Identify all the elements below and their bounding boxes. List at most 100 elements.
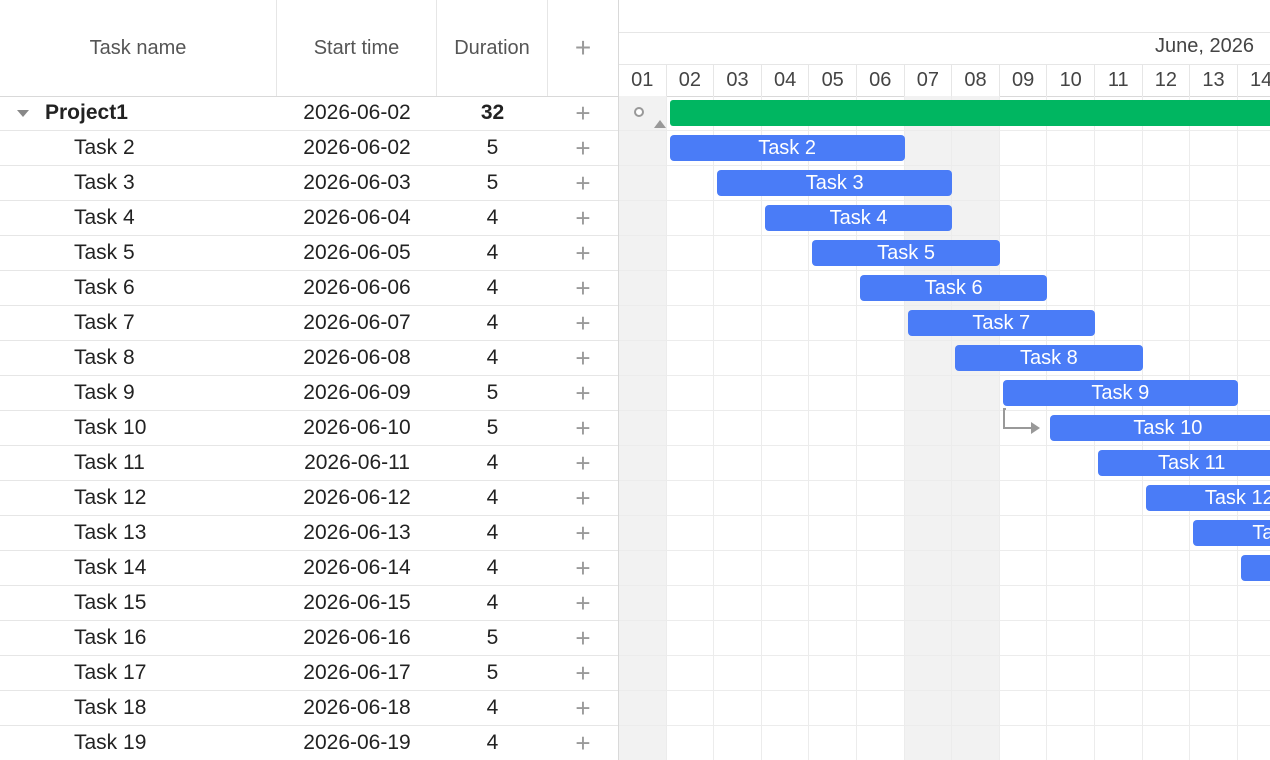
duration-cell[interactable]: 32: [480, 101, 505, 124]
add-subtask-button[interactable]: +: [575, 412, 591, 443]
table-row[interactable]: Task 18 2026-06-18 4 +: [0, 691, 618, 726]
task-name-cell[interactable]: Task 4: [0, 201, 277, 235]
task-name-cell[interactable]: Task 12: [0, 481, 277, 515]
task-bar[interactable]: Task 11: [1098, 450, 1270, 476]
add-subtask-button[interactable]: +: [575, 97, 591, 128]
table-row[interactable]: Task 9 2026-06-09 5 +: [0, 376, 618, 411]
task-name-cell[interactable]: Task 18: [0, 691, 277, 725]
table-row[interactable]: Task 16 2026-06-16 5 +: [0, 621, 618, 656]
add-subtask-button[interactable]: +: [575, 132, 591, 163]
start-time-cell[interactable]: 2026-06-04: [303, 206, 411, 229]
task-name-cell[interactable]: Task 15: [0, 586, 277, 620]
start-time-cell[interactable]: 2026-06-10: [303, 416, 411, 439]
add-subtask-button[interactable]: +: [575, 727, 591, 758]
table-row[interactable]: Task 14 2026-06-14 4 +: [0, 551, 618, 586]
start-time-cell[interactable]: 2026-06-03: [303, 171, 411, 194]
duration-cell[interactable]: 4: [486, 206, 499, 229]
start-time-cell[interactable]: 2026-06-06: [303, 276, 411, 299]
start-time-cell[interactable]: 2026-06-11: [304, 451, 410, 474]
start-time-cell[interactable]: 2026-06-02: [303, 101, 411, 124]
task-name-cell[interactable]: Task 9: [0, 376, 277, 410]
table-row[interactable]: Task 12 2026-06-12 4 +: [0, 481, 618, 516]
start-time-cell[interactable]: 2026-06-17: [303, 661, 411, 684]
duration-cell[interactable]: 4: [486, 591, 499, 614]
task-name-cell[interactable]: Task 5: [0, 236, 277, 270]
add-task-header-button[interactable]: +: [574, 32, 592, 63]
project-bar[interactable]: [669, 100, 1270, 126]
start-time-cell[interactable]: 2026-06-05: [303, 241, 411, 264]
task-bar[interactable]: Task 14: [1240, 555, 1270, 581]
add-subtask-button[interactable]: +: [575, 272, 591, 303]
add-subtask-button[interactable]: +: [575, 482, 591, 513]
duration-cell[interactable]: 4: [486, 276, 499, 299]
duration-cell[interactable]: 5: [486, 626, 499, 649]
duration-cell[interactable]: 5: [486, 136, 499, 159]
task-name-cell[interactable]: Task 10: [0, 411, 277, 445]
start-time-cell[interactable]: 2026-06-09: [303, 381, 411, 404]
table-row[interactable]: Task 10 2026-06-10 5 +: [0, 411, 618, 446]
task-name-cell[interactable]: Task 14: [0, 551, 277, 585]
start-time-cell[interactable]: 2026-06-16: [303, 626, 411, 649]
task-bar[interactable]: Task 4: [764, 205, 953, 231]
add-subtask-button[interactable]: +: [575, 202, 591, 233]
table-row[interactable]: Task 15 2026-06-15 4 +: [0, 586, 618, 621]
add-subtask-button[interactable]: +: [575, 447, 591, 478]
task-bar[interactable]: Task 5: [812, 240, 1000, 266]
table-row[interactable]: Project1 2026-06-02 32 +: [0, 96, 618, 131]
task-name-cell[interactable]: Project1: [0, 96, 277, 130]
duration-cell[interactable]: 4: [486, 696, 499, 719]
task-bar[interactable]: Task 12: [1145, 485, 1270, 511]
add-subtask-button[interactable]: +: [575, 377, 591, 408]
task-bar[interactable]: Task 7: [907, 310, 1095, 336]
duration-cell[interactable]: 4: [486, 346, 499, 369]
collapse-toggle-icon[interactable]: [17, 109, 29, 117]
add-subtask-button[interactable]: +: [575, 517, 591, 548]
duration-cell[interactable]: 4: [486, 451, 499, 474]
table-row[interactable]: Task 8 2026-06-08 4 +: [0, 341, 618, 376]
start-time-cell[interactable]: 2026-06-13: [303, 521, 411, 544]
add-subtask-button[interactable]: +: [575, 237, 591, 268]
task-bar[interactable]: Task 6: [860, 275, 1048, 301]
duration-cell[interactable]: 4: [486, 486, 499, 509]
table-row[interactable]: Task 7 2026-06-07 4 +: [0, 306, 618, 341]
add-subtask-button[interactable]: +: [575, 692, 591, 723]
task-name-cell[interactable]: Task 8: [0, 341, 277, 375]
task-name-cell[interactable]: Task 3: [0, 166, 277, 200]
task-name-cell[interactable]: Task 13: [0, 516, 277, 550]
task-bar[interactable]: Task 8: [955, 345, 1143, 371]
table-row[interactable]: Task 17 2026-06-17 5 +: [0, 656, 618, 691]
duration-cell[interactable]: 4: [486, 556, 499, 579]
start-time-cell[interactable]: 2026-06-14: [303, 556, 411, 579]
table-row[interactable]: Task 5 2026-06-05 4 +: [0, 236, 618, 271]
add-subtask-button[interactable]: +: [575, 657, 591, 688]
duration-cell[interactable]: 5: [486, 416, 499, 439]
duration-cell[interactable]: 4: [486, 521, 499, 544]
task-name-cell[interactable]: Task 6: [0, 271, 277, 305]
add-subtask-button[interactable]: +: [575, 342, 591, 373]
project-marker-icon[interactable]: [634, 107, 644, 117]
start-time-cell[interactable]: 2026-06-12: [303, 486, 411, 509]
dependency-link[interactable]: [1003, 408, 1031, 429]
add-subtask-button[interactable]: +: [575, 307, 591, 338]
table-row[interactable]: Task 3 2026-06-03 5 +: [0, 166, 618, 201]
column-header-task-name[interactable]: Task name: [0, 0, 277, 96]
start-time-cell[interactable]: 2026-06-02: [303, 136, 411, 159]
task-name-cell[interactable]: Task 11: [0, 446, 277, 480]
add-subtask-button[interactable]: +: [575, 587, 591, 618]
task-bar[interactable]: Task 3: [717, 170, 953, 196]
start-time-cell[interactable]: 2026-06-08: [303, 346, 411, 369]
table-row[interactable]: Task 2 2026-06-02 5 +: [0, 131, 618, 166]
duration-cell[interactable]: 4: [486, 311, 499, 334]
task-bar[interactable]: Task 13: [1193, 520, 1270, 546]
add-subtask-button[interactable]: +: [575, 167, 591, 198]
duration-cell[interactable]: 5: [486, 171, 499, 194]
add-subtask-button[interactable]: +: [575, 622, 591, 653]
add-subtask-button[interactable]: +: [575, 552, 591, 583]
task-bar[interactable]: Task 2: [669, 135, 905, 161]
duration-cell[interactable]: 4: [486, 731, 499, 754]
start-time-cell[interactable]: 2026-06-19: [303, 731, 411, 754]
start-time-cell[interactable]: 2026-06-18: [303, 696, 411, 719]
column-header-start-time[interactable]: Start time: [277, 0, 437, 96]
task-name-cell[interactable]: Task 2: [0, 131, 277, 165]
duration-cell[interactable]: 5: [486, 381, 499, 404]
